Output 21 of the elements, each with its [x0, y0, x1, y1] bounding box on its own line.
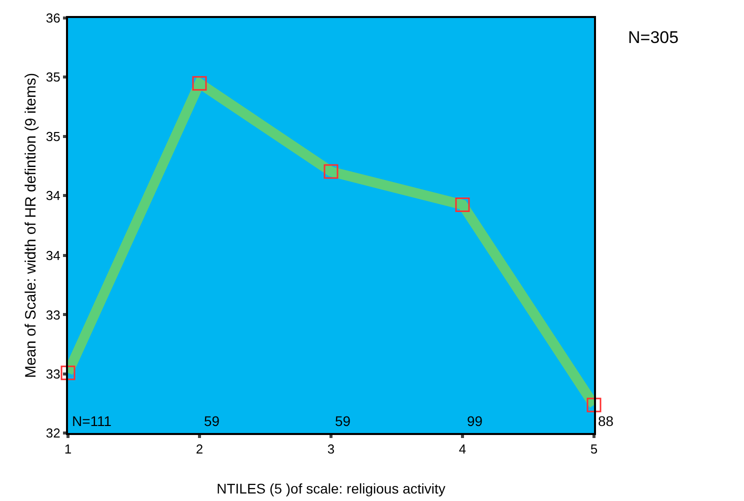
y-tick-label: 33 [46, 366, 60, 382]
x-tick-label: 1 [64, 442, 72, 457]
y-tick-label: 35 [46, 128, 60, 144]
y-tick-label: 35 [46, 70, 60, 85]
annotation: 99 [467, 413, 483, 429]
x-tick-label: 3 [327, 442, 335, 457]
x-tick-label: 4 [458, 442, 466, 457]
annotation: 59 [204, 413, 220, 429]
y-tick-label: 33 [46, 307, 60, 322]
text: N=305 [628, 28, 679, 47]
x-tick-label: 5 [590, 442, 598, 457]
annotation: N=111 [72, 413, 112, 429]
y-tick-label: 32 [46, 426, 60, 441]
x-axis-title: NTILES (5 )of scale: religious activity [216, 480, 446, 496]
y-tick-label: 34 [46, 188, 60, 203]
y-axis-title: Mean of Scale: width of HR defintion (9 items) [22, 72, 40, 378]
text: 88 [598, 413, 614, 429]
y-tick-label: 36 [46, 10, 60, 26]
annotation: 59 [335, 413, 351, 429]
y-tick-label: 34 [46, 248, 60, 264]
x-tick-label: 2 [196, 442, 204, 457]
